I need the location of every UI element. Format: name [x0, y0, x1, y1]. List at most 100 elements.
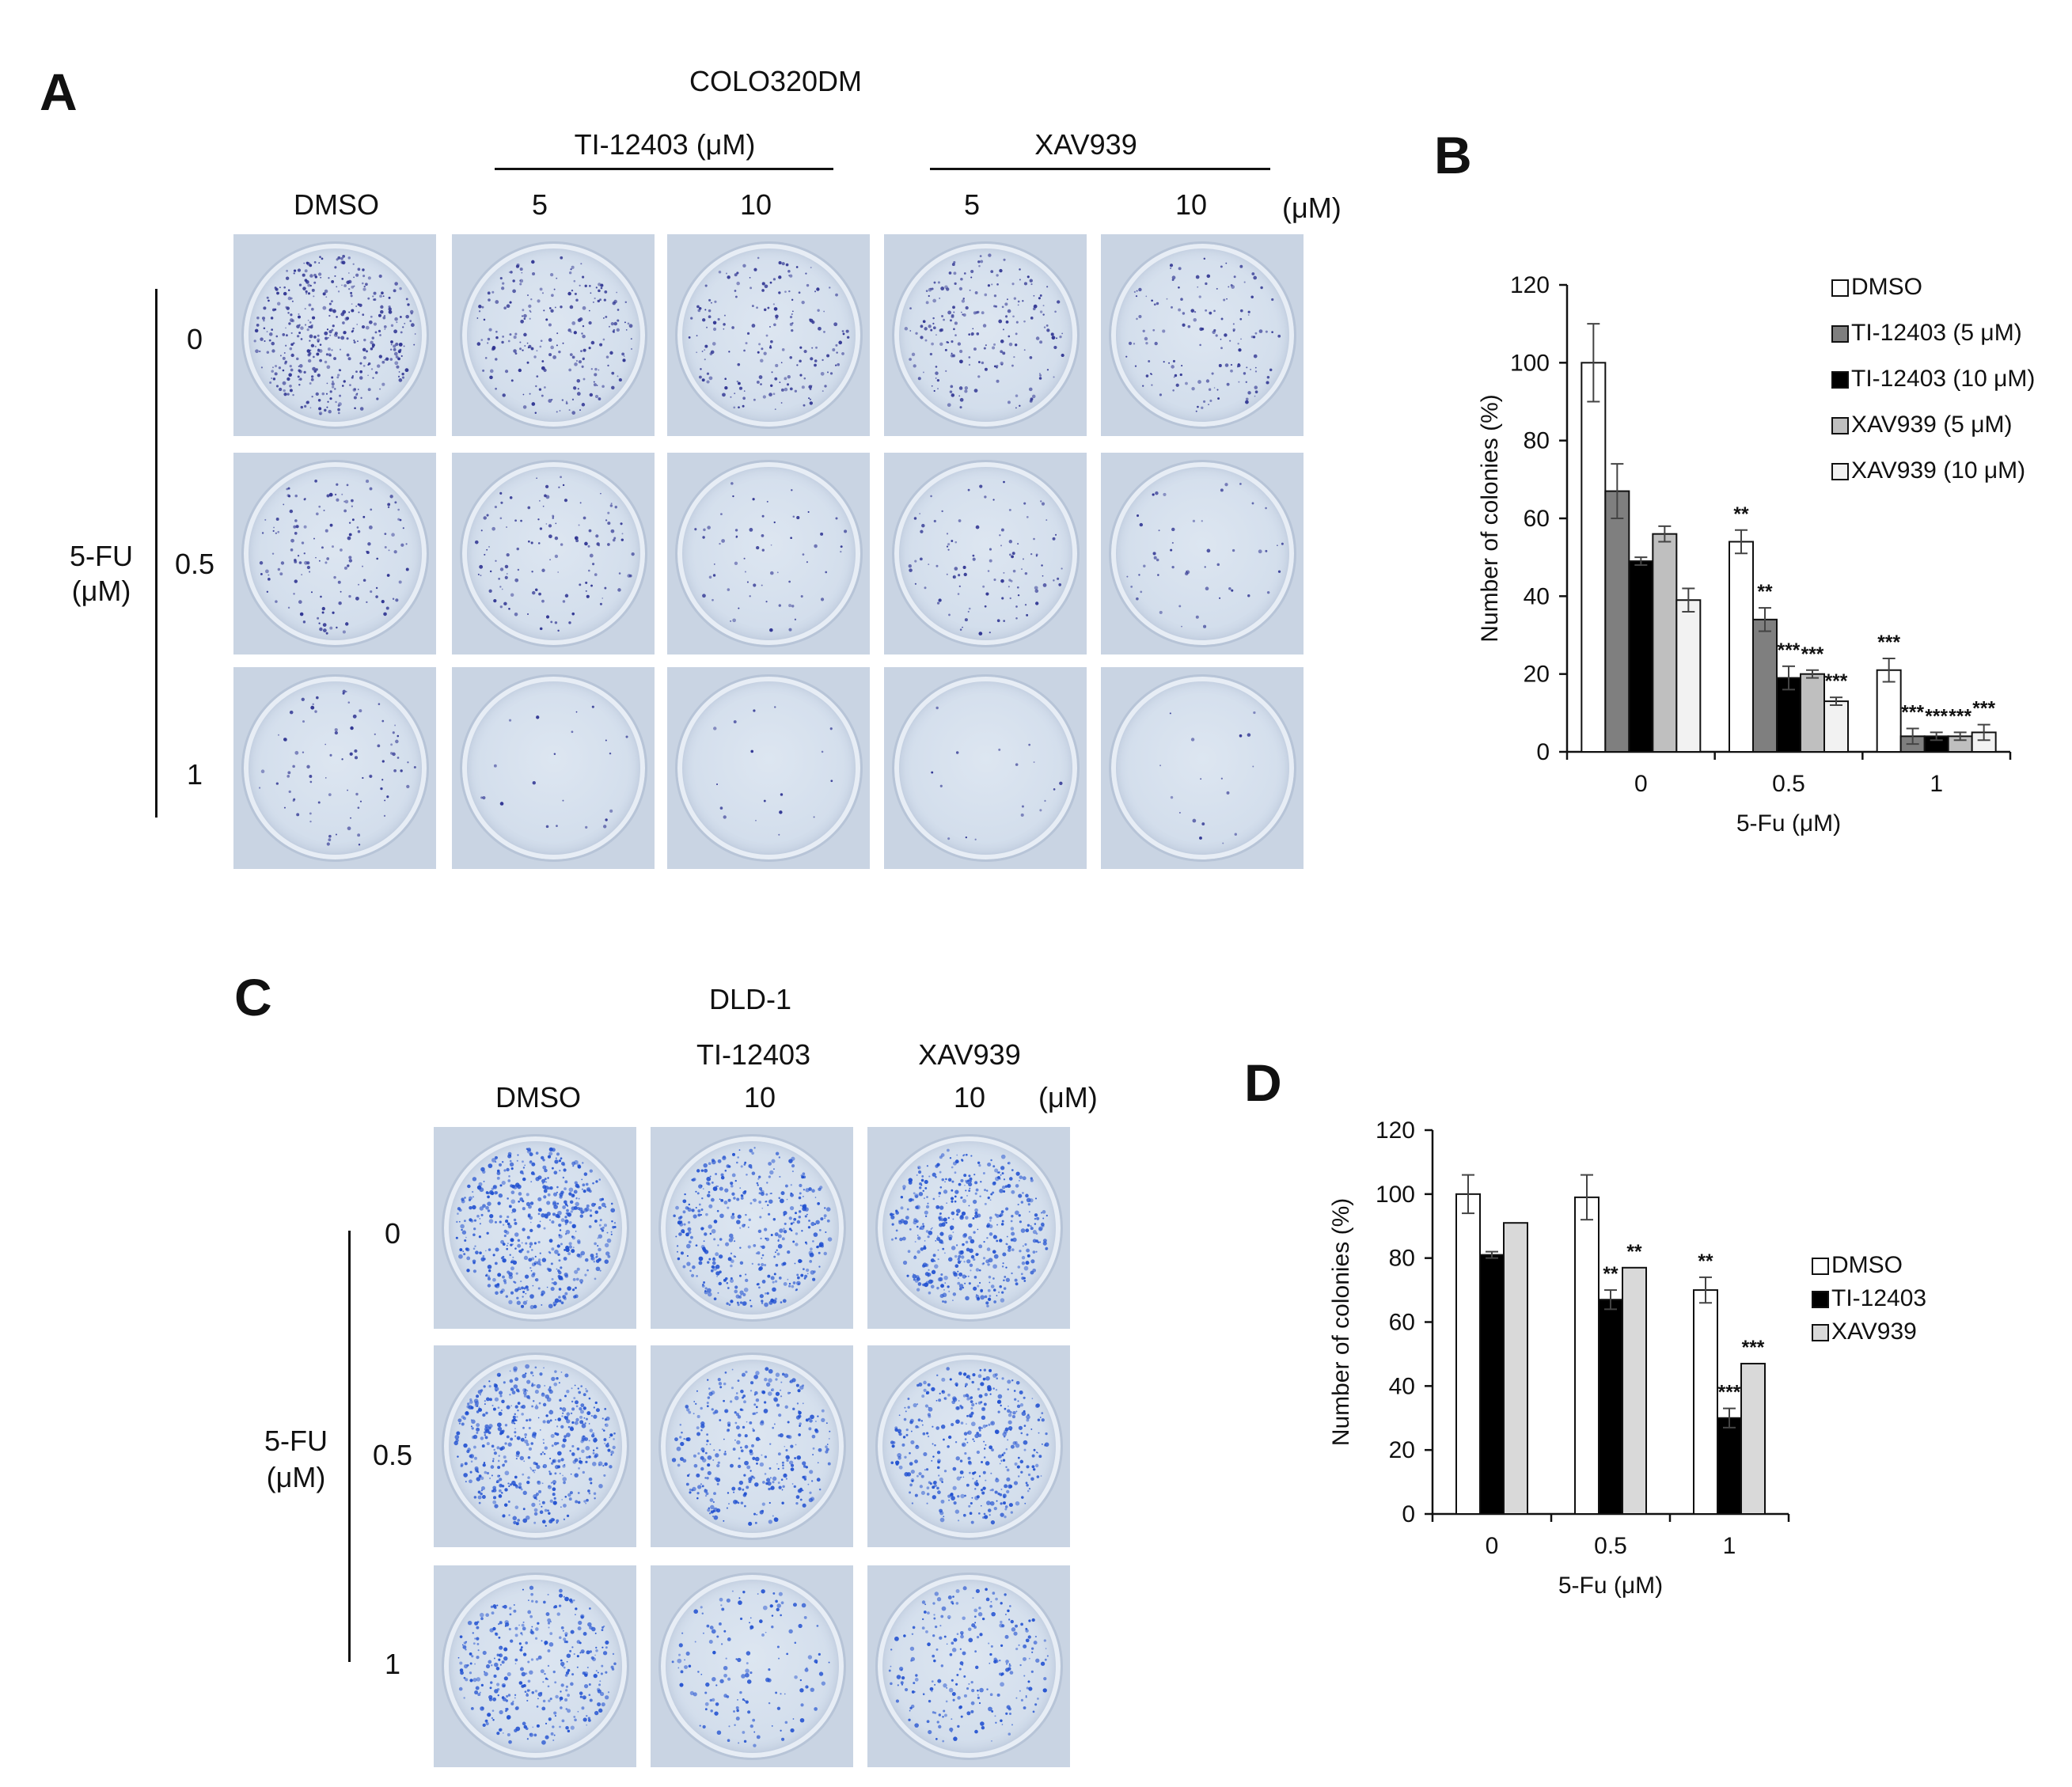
y-tick-label: 0 — [1402, 1501, 1415, 1527]
legend-label: TI-12403 (10 μM) — [1851, 366, 2035, 392]
panel-a-col-label-ti-5: 5 — [531, 188, 548, 221]
culture-plate-photo — [884, 667, 1087, 869]
bar — [1823, 700, 1849, 753]
y-tick-label: 20 — [1524, 662, 1550, 688]
panel-a-col-label-dmso: DMSO — [294, 188, 379, 221]
legend-label: TI-12403 (5 μM) — [1851, 320, 2022, 346]
significance-label: *** — [1925, 706, 1948, 727]
y-axis-title: Number of colonies (%) — [1477, 394, 1503, 642]
panel-c-col-label-dmso: DMSO — [495, 1081, 581, 1114]
bar — [1479, 1254, 1505, 1515]
culture-plate-photo — [651, 1127, 853, 1329]
panel-c-cell-line: DLD-1 — [708, 983, 792, 1015]
legend-swatch — [1831, 325, 1849, 343]
legend-label: DMSO — [1831, 1252, 1903, 1278]
petri-dish — [459, 460, 647, 647]
panel-a-cell-line: COLO320DM — [689, 65, 863, 97]
panel-a-col-label-xav-10: 10 — [1175, 188, 1208, 221]
bar — [1455, 1193, 1481, 1515]
bar — [1598, 1299, 1623, 1515]
petri-dish — [674, 460, 863, 647]
significance-label: *** — [1778, 640, 1801, 662]
colony-dots — [1125, 257, 1281, 412]
bar — [1604, 490, 1630, 753]
panel-a-side-label-5fu: 5-FU — [70, 540, 133, 572]
panel-d-letter: D — [1244, 1053, 1282, 1112]
culture-plate-photo — [867, 1345, 1070, 1547]
petri-dish — [1108, 460, 1296, 647]
significance-label: *** — [1877, 632, 1900, 654]
colony-dots — [1125, 483, 1284, 628]
significance-label: *** — [1825, 671, 1848, 692]
y-tick-label: 0 — [1536, 739, 1550, 765]
panel-c-row-label-0: 0 — [384, 1217, 401, 1250]
colony-dots — [455, 1147, 617, 1310]
bar — [1717, 1417, 1742, 1515]
culture-plate-photo — [434, 1127, 636, 1329]
colony-dots — [693, 482, 847, 632]
colony-dots — [908, 480, 1063, 636]
panel-c-col-label-xav-10: 10 — [953, 1081, 986, 1114]
significance-label: ** — [1603, 1264, 1619, 1285]
panel-c-side-label-5fu: 5-FU — [264, 1425, 328, 1457]
legend-swatch — [1831, 417, 1849, 434]
culture-plate-photo — [651, 1565, 853, 1767]
colony-dots — [712, 706, 833, 836]
bar — [1675, 599, 1702, 753]
culture-plate-photo — [434, 1345, 636, 1547]
y-tick-label: 80 — [1524, 428, 1550, 454]
legend-label: XAV939 — [1831, 1318, 1917, 1345]
bar — [1628, 560, 1654, 753]
petri-dish — [241, 241, 429, 429]
panel-d-bar-chart: 0 20 40 60 80 100 120 0 0.5 1 5-Fu (μM) Number of c… — [1328, 1117, 1926, 1599]
y-axis-title: Number of colonies (%) — [1328, 1198, 1354, 1446]
colony-dots — [480, 705, 628, 829]
petri-dish — [891, 241, 1080, 429]
panel-c-row-label-1: 1 — [384, 1648, 401, 1680]
panel-c-side-rule — [348, 1231, 351, 1662]
panel-c-side-label-unit: (μM) — [266, 1461, 326, 1493]
panel-a-row-label-0-5: 0.5 — [174, 548, 215, 580]
panel-b-bar-chart: 0 20 40 60 80 100 120 0 0.5 1 5-Fu (μM) Number of c… — [1477, 272, 2035, 837]
culture-plate-photo — [434, 1565, 636, 1767]
significance-label: ** — [1698, 1251, 1713, 1273]
petri-dish — [241, 674, 429, 862]
x-tick-label: 0 — [1486, 1533, 1499, 1559]
panel-b-letter: B — [1434, 126, 1472, 184]
significance-label: *** — [1742, 1337, 1765, 1359]
culture-plate-photo — [1101, 667, 1304, 869]
legend-swatch — [1812, 1291, 1829, 1308]
colony-dots — [930, 706, 1063, 840]
culture-plate-photo — [1101, 453, 1304, 654]
petri-dish — [891, 674, 1080, 862]
bar — [1652, 533, 1678, 753]
legend-swatch — [1831, 279, 1849, 297]
petri-dish — [658, 1353, 846, 1540]
culture-plate-photo — [1101, 234, 1304, 436]
culture-plate-photo — [867, 1127, 1070, 1329]
petri-dish — [1108, 674, 1296, 862]
petri-dish — [459, 674, 647, 862]
legend-label: TI-12403 — [1831, 1285, 1926, 1311]
culture-plate-photo — [233, 453, 436, 654]
culture-plate-photo — [233, 234, 436, 436]
culture-plate-photo — [884, 453, 1087, 654]
bar — [1800, 673, 1825, 753]
culture-plate-photo — [452, 453, 655, 654]
culture-plate-photo — [667, 234, 870, 436]
bar — [1622, 1266, 1647, 1516]
bar — [1581, 362, 1607, 753]
bar — [1876, 669, 1902, 753]
petri-dish — [441, 1134, 629, 1322]
panel-a-side-label-unit: (μM) — [71, 575, 131, 607]
colony-dots — [476, 256, 632, 415]
panel-a-letter: A — [40, 63, 78, 121]
petri-dish — [1108, 241, 1296, 429]
panel-a-group1-rule — [495, 168, 833, 170]
panel-c-letter: C — [234, 968, 272, 1026]
culture-plate-photo — [651, 1345, 853, 1547]
culture-plate-photo — [667, 453, 870, 654]
x-tick-label: 0.5 — [1594, 1533, 1627, 1559]
colony-dots — [259, 479, 409, 635]
y-tick-label: 20 — [1389, 1437, 1415, 1463]
